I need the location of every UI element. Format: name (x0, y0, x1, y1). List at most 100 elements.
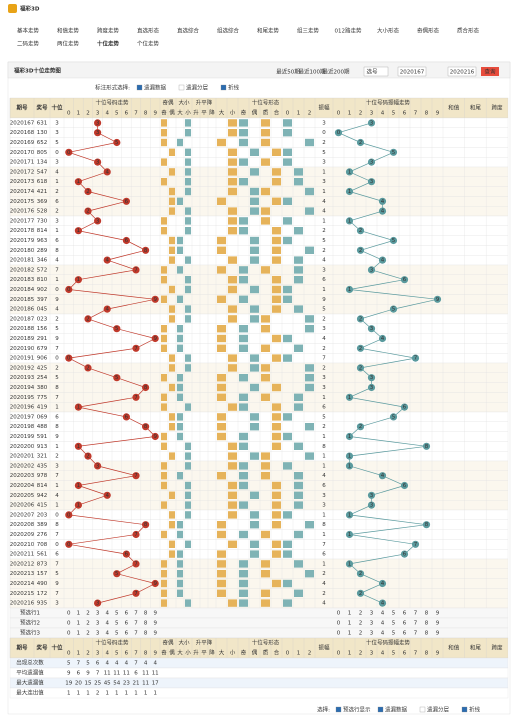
tens: 1 (55, 405, 59, 411)
nav-tab[interactable]: 质合形态 (457, 27, 480, 35)
amp-value: 2 (322, 316, 326, 322)
issue: 2020203 (10, 473, 35, 479)
shape-cell (169, 285, 175, 294)
tens-ball-label: 3 (96, 463, 100, 469)
shape-cell (294, 501, 303, 509)
number: 069 (37, 414, 48, 420)
amp-value: 3 (322, 326, 326, 332)
shape-cell (250, 187, 259, 196)
stat-value: 45 (104, 681, 111, 687)
shape-cell (228, 491, 237, 499)
footer-option[interactable]: 遗漏分层 (427, 706, 450, 714)
issue: 2020194 (10, 385, 35, 391)
footer-option[interactable]: 遗漏数据 (385, 706, 408, 714)
preselect-digit: 9 (153, 631, 157, 637)
shape-cell (169, 423, 175, 431)
preselect-digit: 6 (125, 631, 129, 637)
amp-ball-label: 3 (370, 326, 374, 332)
amp-ball (345, 285, 354, 294)
nav-tab[interactable]: 直选形态 (137, 27, 160, 35)
nav-tab[interactable]: 直选综合 (177, 27, 200, 35)
shape-header: 偶 (252, 649, 258, 657)
nav-tab[interactable]: 基本走势 (17, 27, 40, 35)
nav-tab[interactable]: 和值走势 (57, 27, 80, 35)
tens: 0 (55, 542, 59, 548)
range-link[interactable]: 最近50期 (276, 68, 300, 76)
stat-value: 11 (113, 671, 120, 677)
nav-tab[interactable]: 个位走势 (137, 40, 160, 48)
footer-option[interactable]: 预选行显示 (343, 706, 371, 714)
tens-ball-label: 1 (77, 179, 81, 185)
amp-value: 3 (322, 179, 326, 185)
amp-value: 3 (322, 267, 326, 273)
tens: 3 (55, 130, 59, 136)
nav-tab[interactable]: 二码走势 (17, 40, 40, 48)
tens-ball-label: 0 (67, 356, 71, 362)
tens-ball (103, 256, 111, 264)
tens: 9 (55, 581, 59, 587)
shape-cell (272, 354, 281, 362)
nav-tab[interactable]: 大小形态 (377, 27, 400, 35)
footer-option[interactable]: 折线 (469, 706, 481, 714)
nav-tab[interactable]: 012路走势 (335, 27, 362, 35)
shape-cell (161, 374, 167, 382)
number: 389 (37, 522, 48, 528)
shape-cell (283, 413, 292, 421)
nav-tab[interactable]: 组三走势 (297, 27, 320, 35)
tens-ball-label: 3 (96, 601, 100, 607)
shape-cell (272, 432, 281, 441)
amp-ball (411, 540, 420, 548)
tens-ball (142, 521, 150, 529)
range-link[interactable]: 最近200期 (323, 68, 350, 76)
tens-ball (132, 589, 140, 597)
preselect-digit: 6 (403, 631, 407, 637)
digit-header: 9 (153, 651, 157, 657)
amp-ball-label: 8 (425, 522, 429, 528)
nav-tab[interactable]: 奇偶形态 (417, 27, 440, 35)
amp-value: 5 (322, 150, 326, 156)
shape-cell (169, 236, 175, 245)
range-link[interactable]: 最近100期 (299, 68, 326, 76)
amp-ball-label: 6 (403, 483, 407, 489)
issue: 2020179 (10, 238, 35, 244)
shape-cell (185, 276, 191, 284)
amp-ball-label: 4 (381, 473, 385, 479)
amp-ball (356, 246, 365, 254)
nav-tab[interactable]: 两位走势 (57, 40, 80, 48)
shape-cell (250, 521, 259, 529)
shape-cell (261, 530, 270, 539)
shape-header: 小 (230, 109, 236, 117)
number: 172 (37, 591, 48, 597)
shape-cell (217, 570, 226, 578)
nav-tab[interactable]: 跨度走势 (97, 27, 120, 35)
amp-value: 5 (322, 414, 326, 420)
tens-ball-label: 5 (115, 571, 119, 577)
tens-line (67, 122, 157, 604)
shape-cell (294, 266, 303, 274)
digit-header: 6 (125, 651, 129, 657)
shape-cell (185, 129, 191, 137)
tens-ball-label: 7 (134, 346, 138, 352)
shape-cell (169, 491, 175, 499)
issue: 2020170 (10, 150, 35, 156)
shape-cell (294, 393, 303, 401)
shape-header: 0 (286, 651, 290, 657)
nav-tab[interactable]: 组选综合 (217, 27, 240, 35)
tens-ball-label: 7 (134, 267, 138, 273)
shape-cell (272, 511, 281, 519)
nav-tab[interactable]: 和尾走势 (257, 27, 280, 35)
number: 435 (37, 463, 48, 469)
amp-ball-label: 1 (348, 189, 352, 195)
tens: 2 (55, 189, 59, 195)
nav-tab[interactable]: 十位走势 (97, 40, 120, 48)
preselect-digit: 9 (436, 631, 440, 637)
shape-cell (294, 178, 303, 186)
digit-header: 4 (381, 651, 385, 657)
amp-ball-label: 5 (392, 238, 396, 244)
tens: 7 (55, 591, 59, 597)
amp-ball (422, 442, 431, 450)
shape-cell (239, 178, 248, 186)
number: 045 (37, 307, 48, 313)
group-header: 大小 (178, 99, 190, 107)
tens: 6 (55, 238, 59, 244)
